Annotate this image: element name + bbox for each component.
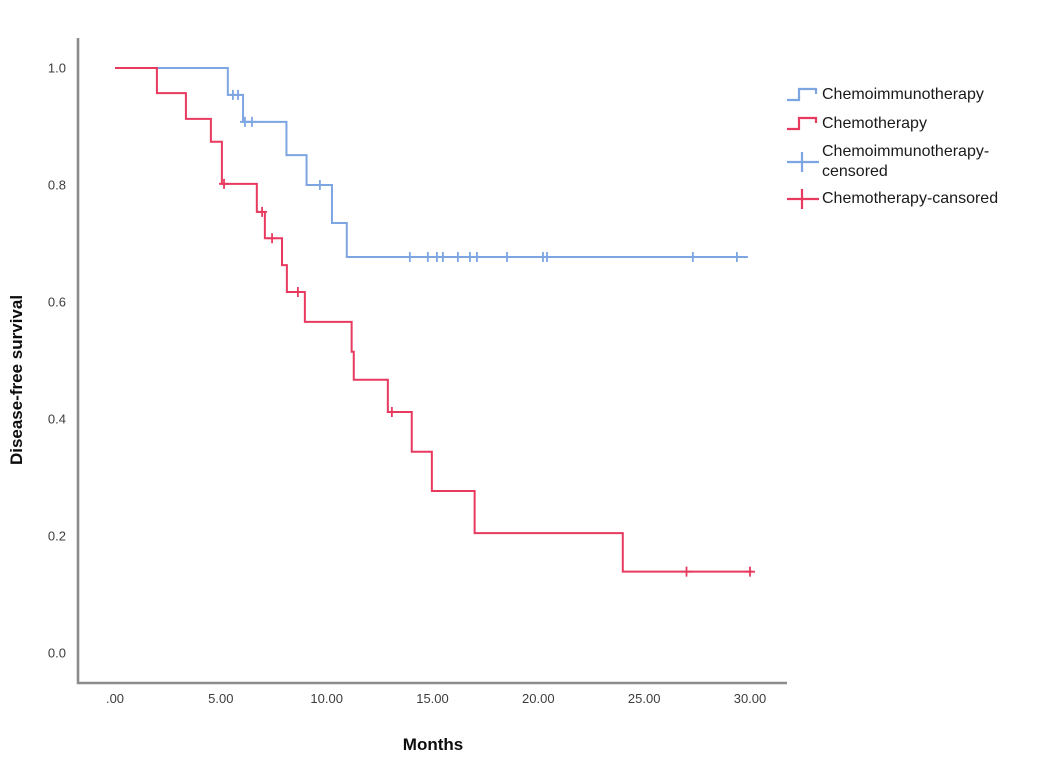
censored-mark-blue [246, 116, 257, 127]
legend-line-icon [787, 87, 818, 102]
y-tick-label: 0.6 [48, 295, 66, 310]
y-tick-label: 0.4 [48, 412, 66, 427]
censored-mark-red [681, 566, 692, 577]
censored-mark-blue [731, 251, 742, 262]
legend-item: Chemotherapy-cansored [786, 188, 1034, 210]
axis-frame [76, 38, 787, 685]
y-tick-label: 0.0 [48, 646, 66, 661]
censored-mark-blue [422, 251, 433, 262]
legend-item-label: Chemoimmunotherapy-censored [822, 143, 990, 180]
x-tick-label: 30.00 [734, 691, 767, 706]
x-tick-label: 10.00 [310, 691, 343, 706]
censored-mark-blue [471, 251, 482, 262]
censored-mark-red [386, 406, 397, 417]
legend-item-label: Chemotherapy-cansored [822, 190, 999, 208]
censored-mark-blue [452, 251, 463, 262]
x-axis-title: Months [402, 735, 464, 754]
legend-item: Chemotherapy [786, 113, 1034, 135]
censored-mark-blue [437, 251, 448, 262]
legend-item-label: Chemotherapy [822, 115, 927, 133]
legend-censored-plus-icon [787, 151, 819, 172]
legend-item-label: Chemoimmunotherapy [822, 86, 984, 104]
x-tick-label: 25.00 [628, 691, 661, 706]
legend-censored-plus-icon [787, 189, 819, 210]
censored-mark-blue [404, 251, 415, 262]
x-tick-label: 15.00 [416, 691, 449, 706]
censored-mark-red [292, 287, 303, 298]
survival-curve-red [115, 67, 753, 573]
legend-item: Chemoimmunotherapy [786, 84, 1034, 106]
censored-mark-red [267, 233, 278, 244]
censored-mark-blue [687, 251, 698, 262]
y-axis-title: Disease-free survival [7, 294, 26, 466]
censored-mark-blue [542, 251, 553, 262]
x-tick-label: .00 [106, 691, 124, 706]
x-tick-label: 20.00 [522, 691, 555, 706]
chart-legend: Chemoimmunotherapy Chemotherapy Chemoimmun… [786, 84, 1034, 210]
survival-curve-blue [115, 67, 748, 258]
y-tick-label: 0.8 [48, 178, 66, 193]
censored-mark-red [745, 566, 755, 577]
censored-mark-blue [314, 180, 325, 190]
censored-mark-red [257, 206, 268, 217]
y-tick-label: 0.2 [48, 529, 66, 544]
censored-mark-red [219, 178, 230, 189]
censored-mark-blue [502, 251, 513, 262]
censored-mark-blue [232, 89, 243, 100]
legend-line-icon [787, 116, 818, 131]
x-tick-label: 5.00 [208, 691, 233, 706]
legend-item: Chemoimmunotherapy-censored [786, 142, 1034, 181]
y-tick-label: 1.0 [48, 61, 66, 76]
